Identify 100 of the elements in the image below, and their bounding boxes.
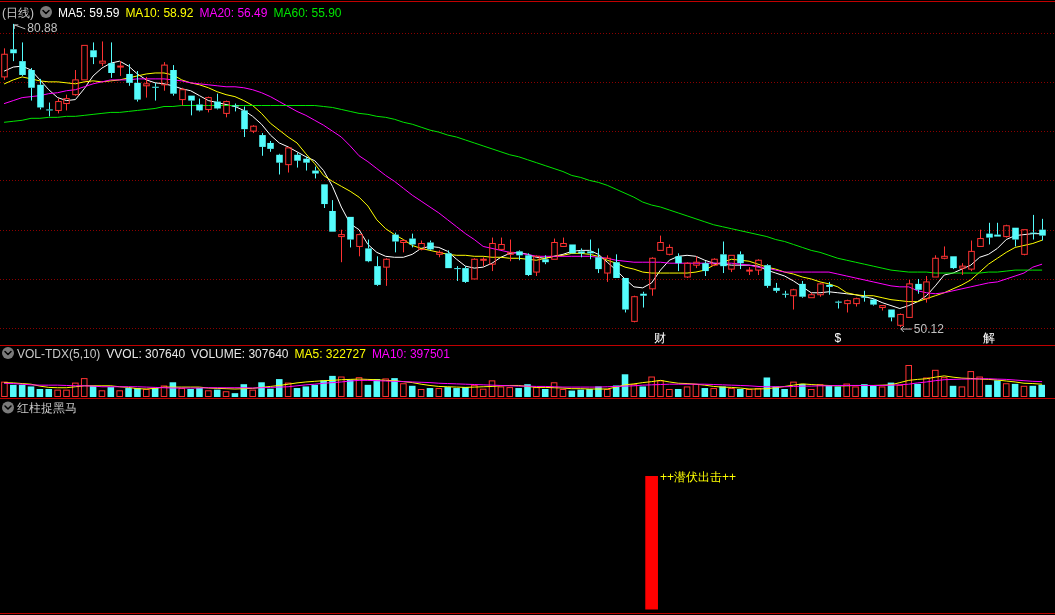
bar <box>178 388 186 397</box>
candlestick <box>303 156 310 172</box>
bar <box>408 385 416 397</box>
candlestick <box>196 98 203 111</box>
candlestick <box>595 247 602 274</box>
bar <box>550 382 558 397</box>
candlestick <box>10 23 17 62</box>
bar <box>878 386 886 397</box>
bar <box>479 388 487 397</box>
bar <box>125 388 132 397</box>
candlestick <box>782 290 789 299</box>
candlestick <box>90 41 97 65</box>
bar <box>710 388 717 397</box>
text: MA60: 55.90 <box>273 5 342 20</box>
candlestick <box>773 282 780 294</box>
bar <box>604 389 611 397</box>
bar <box>559 389 567 397</box>
bar <box>107 387 115 397</box>
bar <box>1038 384 1045 397</box>
series-label: MA10: 397501 <box>371 346 451 361</box>
bar <box>284 382 292 397</box>
candlestick <box>188 95 195 116</box>
candlestick <box>276 154 283 175</box>
candlestick <box>764 265 771 289</box>
bar <box>701 388 709 397</box>
bar <box>311 384 319 397</box>
bar <box>63 389 70 397</box>
candlestick <box>542 254 549 265</box>
bar <box>444 387 451 397</box>
bar <box>869 385 877 397</box>
bar <box>364 384 372 397</box>
bar <box>471 384 478 397</box>
candlestick <box>72 69 79 96</box>
candlestick <box>950 256 957 269</box>
candlestick <box>649 257 656 297</box>
candlestick <box>870 299 877 305</box>
candlestick <box>915 278 922 295</box>
candlestick <box>294 152 301 169</box>
bar <box>417 389 425 397</box>
bar <box>453 388 460 397</box>
bar <box>861 384 868 397</box>
bar <box>506 387 514 397</box>
x-tick-label: 解 <box>982 330 995 345</box>
bar <box>834 386 842 397</box>
bar <box>736 389 744 397</box>
bar <box>36 389 44 397</box>
bar <box>923 377 930 397</box>
candlestick <box>888 309 895 322</box>
bar <box>258 382 265 397</box>
bar <box>54 389 61 397</box>
bar <box>302 386 310 397</box>
candlestick <box>37 78 44 110</box>
bar <box>116 390 123 397</box>
bar <box>639 386 647 397</box>
bar <box>462 387 469 397</box>
bar <box>10 384 17 397</box>
bar <box>533 387 540 397</box>
x-tick-label: $ <box>834 330 842 345</box>
bar <box>329 375 336 397</box>
bar <box>577 389 584 397</box>
text: 80.88 <box>27 20 58 35</box>
bar <box>488 380 496 397</box>
bar <box>205 390 212 397</box>
bar <box>843 383 850 397</box>
bar <box>143 389 150 397</box>
bar <box>72 382 79 397</box>
bar <box>728 388 735 397</box>
candlestick <box>1030 214 1037 241</box>
text: 50.12 <box>913 322 944 337</box>
bar <box>905 365 912 397</box>
bar <box>435 388 443 397</box>
annotation: ++潜伏出击++ <box>659 470 736 484</box>
bar <box>497 386 505 397</box>
bar <box>648 376 655 397</box>
bar <box>1 381 8 397</box>
bar <box>355 377 363 397</box>
bar <box>45 389 53 397</box>
text: MA5: 59.59 <box>58 5 120 20</box>
bar <box>400 383 407 397</box>
bar <box>666 389 673 397</box>
bar <box>657 380 664 397</box>
candlestick <box>569 244 576 254</box>
candlestick <box>578 247 585 258</box>
candlestick <box>675 252 682 272</box>
bar <box>18 384 26 397</box>
bar <box>1020 385 1028 397</box>
bar <box>940 377 948 397</box>
candlestick <box>613 253 620 278</box>
bar <box>249 389 256 397</box>
candlestick <box>640 291 647 309</box>
candlestick <box>321 184 328 209</box>
bar <box>187 389 194 397</box>
bar <box>1002 383 1010 397</box>
series-label: MA5: 322727 <box>294 346 367 361</box>
candlestick <box>28 67 35 102</box>
bar <box>932 369 939 397</box>
bar <box>515 388 522 397</box>
candlestick <box>587 239 594 260</box>
candlestick <box>383 258 390 287</box>
bar <box>231 393 239 397</box>
